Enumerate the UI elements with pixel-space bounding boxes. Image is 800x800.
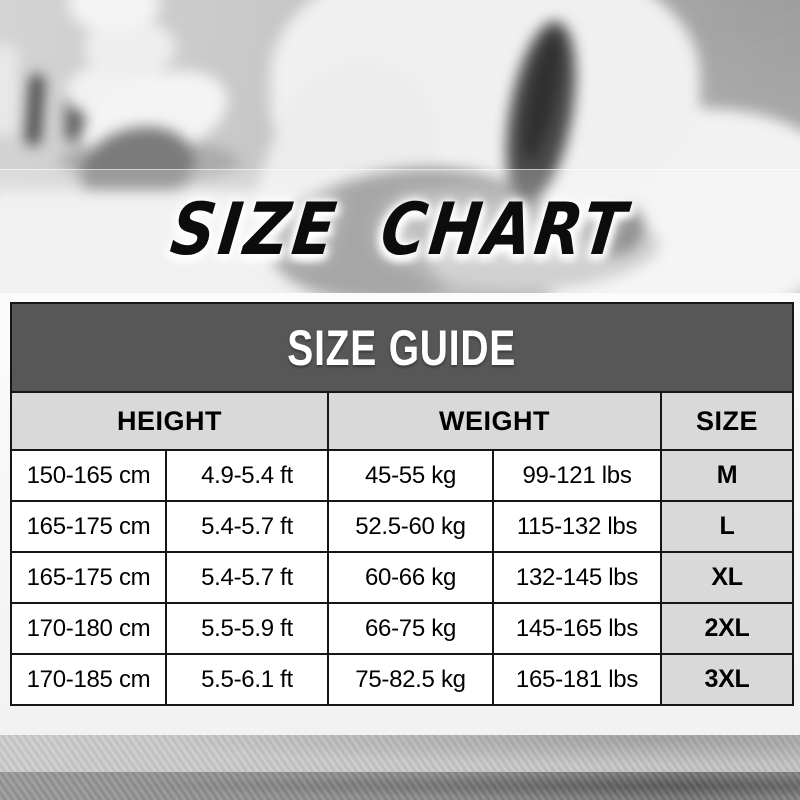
- decor-object: [0, 45, 18, 135]
- size-guide-header-label: SIZE GUIDE: [287, 319, 517, 376]
- size-cell: 2XL: [659, 602, 795, 655]
- weight-kg-cell: 52.5-60 kg: [327, 500, 494, 553]
- dark-decor-object: [25, 74, 45, 146]
- height-ft-cell: 5.5-5.9 ft: [165, 602, 329, 655]
- spiral-lamp-sculpture: [68, 0, 160, 33]
- table-title-row: SIZE GUIDE: [9, 302, 795, 393]
- weight-lbs-cell: 145-165 lbs: [492, 602, 662, 655]
- column-header-row: HEIGHT WEIGHT SIZE: [10, 391, 795, 451]
- size-cell: XL: [659, 551, 795, 604]
- weight-kg-cell: 75-82.5 kg: [327, 653, 494, 706]
- dark-decor-object: [66, 95, 86, 141]
- size-cell: 3XL: [659, 653, 795, 706]
- table-row-2xl: 170-180 cm 5.5-5.9 ft 66-75 kg 145-165 l…: [10, 602, 795, 655]
- fabric-band-dark: [0, 772, 800, 800]
- height-ft-cell: 5.4-5.7 ft: [165, 500, 329, 553]
- size-guide-table: SIZE GUIDE HEIGHT WEIGHT SIZE 150-165 cm…: [9, 302, 795, 706]
- height-cm-cell: 170-180 cm: [10, 602, 167, 655]
- height-ft-cell: 4.9-5.4 ft: [165, 449, 329, 502]
- weight-kg-cell: 66-75 kg: [327, 602, 494, 655]
- weight-lbs-cell: 99-121 lbs: [492, 449, 662, 502]
- size-guide-header: SIZE GUIDE: [9, 302, 795, 393]
- bed-sheet-left: [0, 190, 290, 293]
- height-cm-cell: 150-165 cm: [10, 449, 167, 502]
- table-row-l: 165-175 cm 5.4-5.7 ft 52.5-60 kg 115-132…: [10, 500, 795, 553]
- background-photo: [0, 0, 800, 293]
- height-ft-cell: 5.4-5.7 ft: [165, 551, 329, 604]
- weight-lbs-cell: 165-181 lbs: [492, 653, 662, 706]
- fabric-band-light: [0, 735, 800, 772]
- weight-kg-cell: 60-66 kg: [327, 551, 494, 604]
- page-title: SIZE CHART: [166, 187, 634, 271]
- weight-lbs-cell: 115-132 lbs: [492, 500, 662, 553]
- white-haze-overlay: [0, 169, 800, 293]
- weight-lbs-cell: 132-145 lbs: [492, 551, 662, 604]
- column-header-height: HEIGHT: [10, 391, 329, 451]
- height-cm-cell: 165-175 cm: [10, 551, 167, 604]
- height-cm-cell: 165-175 cm: [10, 500, 167, 553]
- size-cell: L: [659, 500, 795, 553]
- table-row-xl: 165-175 cm 5.4-5.7 ft 60-66 kg 132-145 l…: [10, 551, 795, 604]
- height-ft-cell: 5.5-6.1 ft: [165, 653, 329, 706]
- size-cell: M: [659, 449, 795, 502]
- height-cm-cell: 170-185 cm: [10, 653, 167, 706]
- column-header-size: SIZE: [659, 391, 795, 451]
- weight-kg-cell: 45-55 kg: [327, 449, 494, 502]
- table-row-3xl: 170-185 cm 5.5-6.1 ft 75-82.5 kg 165-181…: [10, 653, 795, 706]
- table-row-m: 150-165 cm 4.9-5.4 ft 45-55 kg 99-121 lb…: [10, 449, 795, 502]
- column-header-weight: WEIGHT: [327, 391, 662, 451]
- photo-blur-layer: [0, 0, 800, 293]
